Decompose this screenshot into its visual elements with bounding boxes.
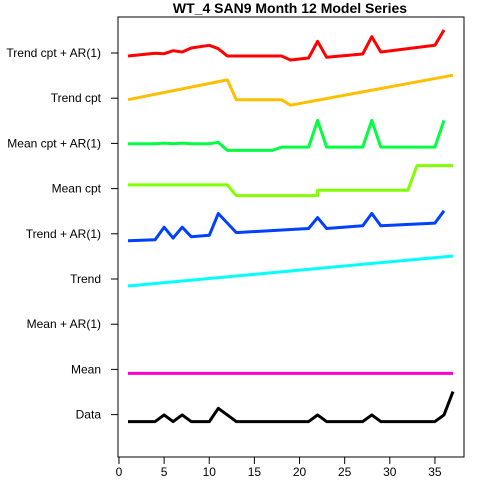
- series-line-trend: [127, 254, 454, 288]
- series-label-trend-cpt: Trend cpt: [51, 91, 102, 105]
- series-lanes: Data Mean Mean + AR(1) Trend Trend + AR(1) Me…: [6, 29, 455, 424]
- series-label-trend-cpt-ar-1: Trend cpt + AR(1): [6, 46, 101, 60]
- series-label-mean-ar-1: Mean + AR(1): [27, 317, 101, 331]
- series-line-trend-cpt: [127, 73, 454, 107]
- x-tick-label-35: 35: [428, 465, 442, 479]
- x-tick-label-0: 0: [116, 465, 123, 479]
- series-line-mean-cpt-ar-1: [128, 118, 446, 152]
- series-label-trend: Trend: [70, 272, 101, 286]
- series-label-mean-cpt-ar-1: Mean cpt + AR(1): [7, 136, 101, 150]
- x-tick-label-25: 25: [338, 465, 352, 479]
- series-label-mean-cpt: Mean cpt: [52, 182, 102, 196]
- x-tick-label-5: 5: [161, 465, 168, 479]
- series-line-trend-ar-1: [127, 209, 446, 243]
- series-label-trend-ar-1: Trend + AR(1): [26, 227, 101, 241]
- series-label-data: Data: [76, 408, 102, 422]
- series-label-mean: Mean: [71, 362, 101, 376]
- x-tick-label-10: 10: [203, 465, 217, 479]
- series-line-trend-cpt-ar-1: [127, 29, 446, 62]
- x-tick-label-15: 15: [248, 465, 262, 479]
- series-line-data: [128, 391, 455, 424]
- series-line-mean-cpt: [128, 164, 453, 198]
- x-axis: 0 5 10 15 20 25 30 35: [116, 457, 442, 479]
- x-tick-label-30: 30: [383, 465, 397, 479]
- plot-frame: [117, 16, 465, 458]
- x-tick-label-20: 20: [293, 465, 307, 479]
- chart-title: WT_4 SAN9 Month 12 Model Series: [173, 0, 407, 16]
